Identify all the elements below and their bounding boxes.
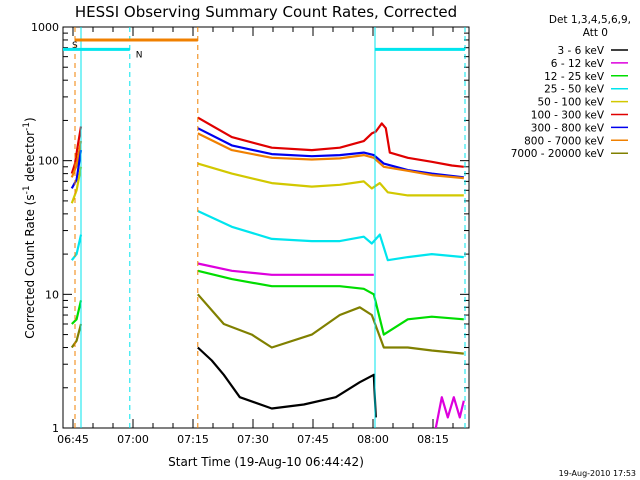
- legend-label: 7000 - 20000 keV: [511, 148, 605, 160]
- series-line-25-50-kev: [70, 234, 83, 261]
- legend-label: 25 - 50 keV: [544, 84, 605, 96]
- series-line-12-25-kev: [71, 300, 83, 325]
- x-axis: 06:45 07:00 07:15 07:30 07:45 08:00 08:15: [57, 27, 454, 446]
- x-tick-label: 08:15: [417, 433, 449, 446]
- x-tick-label: 08:00: [357, 433, 389, 446]
- series-line-25-50-kev: [197, 210, 464, 262]
- y-axis-label-sup2: -1: [22, 122, 32, 131]
- legend-label: 50 - 100 keV: [537, 97, 604, 109]
- legend-label: 12 - 25 keV: [544, 71, 605, 83]
- x-tick-label: 07:45: [297, 433, 329, 446]
- state-bar-label: S: [72, 41, 78, 51]
- footer-timestamp: 19-Aug-2010 17:53: [559, 469, 636, 478]
- series-layer: [70, 116, 465, 428]
- legend-label: 800 - 7000 keV: [524, 135, 605, 147]
- legend-label: 6 - 12 keV: [551, 58, 605, 70]
- y-axis-label-sup1: -1: [22, 185, 32, 194]
- plot-area: [62, 26, 470, 429]
- series-line-7000-20000-kev: [196, 293, 464, 355]
- legend-label: 100 - 300 keV: [531, 110, 605, 122]
- series-line-7000-20000-kev: [70, 323, 83, 349]
- y-axis-label-mid: detector: [23, 131, 37, 186]
- legend-label: 300 - 800 keV: [531, 122, 605, 134]
- x-tick-label: 07:30: [237, 433, 269, 446]
- chart-title: HESSI Observing Summary Count Rates, Cor…: [75, 3, 457, 21]
- y-tick-label: 1000: [31, 21, 59, 34]
- series-line-300-800-kev: [197, 127, 464, 179]
- legend-header-line-2: Att 0: [583, 27, 608, 39]
- y-axis-label-main: Corrected Count Rate (s: [23, 194, 37, 338]
- y-tick-label: 100: [38, 155, 59, 168]
- legend-label: 3 - 6 keV: [557, 45, 604, 57]
- series-line-800-7000-kev: [197, 132, 464, 180]
- x-axis-label: Start Time (19-Aug-10 06:44:42): [168, 455, 364, 469]
- y-axis: 1 10 100 1000: [31, 21, 469, 435]
- x-tick-label: 07:15: [177, 433, 209, 446]
- y-axis-label-end: ): [23, 117, 37, 122]
- series-line-100-300-kev: [70, 126, 83, 174]
- legend-header-line-1: Det 1,3,4,5,6,9,: [549, 14, 631, 26]
- x-tick-label: 07:00: [117, 433, 149, 446]
- series-line-12-25-kev: [197, 269, 464, 336]
- series-line-6-12-kev: [434, 396, 465, 428]
- series-line-50-100-kev: [197, 162, 464, 197]
- series-line-6-12-kev: [197, 262, 374, 276]
- x-tick-label: 06:45: [57, 433, 89, 446]
- y-axis-label: Corrected Count Rate (s-1 detector-1): [22, 117, 37, 338]
- y-tick-label: 1: [52, 422, 59, 435]
- series-line-3-6-kev: [197, 346, 377, 418]
- series-line-300-800-kev: [70, 149, 83, 189]
- series-line-800-7000-kev: [70, 140, 83, 178]
- markers-layer: SN: [63, 27, 466, 428]
- state-bar-label: N: [136, 50, 143, 60]
- series-line-50-100-kev: [70, 166, 83, 204]
- series-line-100-300-kev: [197, 116, 464, 168]
- y-tick-label: 10: [45, 288, 59, 301]
- plot-frame: [62, 26, 470, 429]
